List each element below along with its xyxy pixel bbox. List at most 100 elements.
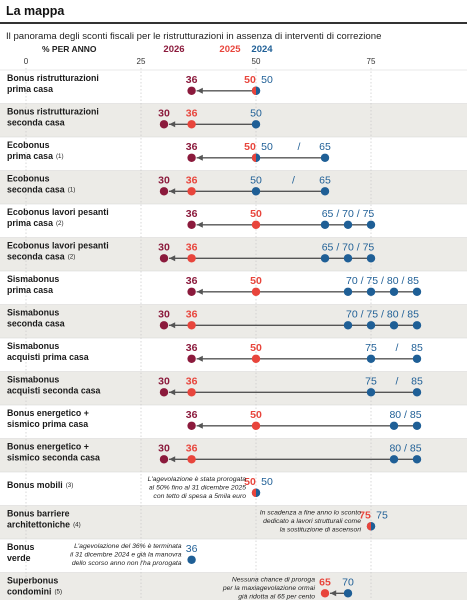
data-label-2024: 50 [261,74,273,86]
dot-2024 [343,589,353,598]
data-label-2024: 65 [319,141,331,153]
dot-2024 [366,254,376,263]
dot-2024 [412,354,422,363]
data-label-2026: 30 [158,174,170,186]
dot-2024-half [256,488,261,497]
row-label: Bonus energetico + [7,408,89,418]
axis-label: % PER ANNO [42,44,97,54]
data-label-2024: 50 [261,476,273,488]
legend-entry: 2025 [219,44,241,55]
row-label: acquisti seconda casa [7,386,100,396]
dot-2026 [187,287,196,296]
data-label-2026: 30 [158,442,170,454]
data-label-2025: 50 [244,476,256,488]
row-annotation: L'agevolazione è stata prorogata [148,476,247,483]
data-label-2025: 36 [186,375,198,387]
data-label-2024: 85 [411,375,423,387]
dot-2024 [412,321,422,330]
row-label: Sismabonus [7,375,59,385]
data-label-2026: 30 [158,308,170,320]
dot-2025 [187,455,196,464]
dot-2024 [389,321,399,330]
data-label-2024: 50 [250,174,262,186]
dot-2024 [412,421,422,430]
arrow-head [169,389,176,396]
row-label: seconda casa [7,319,65,329]
data-label-2025: 50 [244,74,256,86]
row-annotation: L'agevolazione del 36% è terminata [74,543,182,550]
data-label-2025: 36 [186,442,198,454]
data-label-separator: / [396,342,399,354]
row-label: sismico seconda casa [7,453,100,463]
row-label: Bonus [7,542,34,552]
dot-2024 [366,287,376,296]
data-label-2024: 65 / 70 / 75 [322,208,375,220]
data-label-2024: 80 / 85 [389,442,421,454]
row-annotation: per la maxiagevolazione ormai [222,585,316,592]
arrow-head [196,288,203,295]
arrow-head [330,590,337,597]
arrow-head [196,422,203,429]
data-label-2026: 30 [158,375,170,387]
row-label: Sismabonus [7,274,59,284]
row-label: prima casa [7,84,53,94]
data-label-2025: 75 [359,509,371,521]
data-label-2024: 70 / 75 / 80 / 85 [346,275,419,287]
dot-2026 [187,220,196,229]
row-band [0,170,467,204]
data-label-2024: 75 [376,509,388,521]
dot-2025 [187,388,196,397]
dot-2025-half [251,488,256,497]
tick-label: 50 [252,57,261,66]
dot-2024-half [256,153,261,162]
data-label-2024: 70 / 75 / 80 / 85 [346,308,419,320]
data-label-2025: 36 [186,308,198,320]
row-annotation: la sostituzione di ascensori [280,527,362,534]
data-label-2025: 50 [250,342,262,354]
legend-entry: 2024 [251,44,273,55]
data-label-2026: 36 [186,275,198,287]
dot-2026 [187,421,196,430]
dot-2026 [187,153,196,162]
dot-2024 [320,254,330,263]
row-label: verde [7,553,31,563]
row-label: Bonus barriere [7,509,70,519]
row-label: seconda casa [7,118,65,128]
row-annotation: già ridotta al 65 per cento [238,594,315,600]
row-annotation: Nessuna chance di proroga [232,577,315,584]
dot-2025 [187,254,196,263]
dot-2026 [159,388,169,397]
dot-2025 [251,354,261,363]
row-label: Bonus ristrutturazioni [7,73,99,83]
dot-2024 [389,421,399,430]
legend-entry: 2026 [163,44,184,55]
dot-2024 [366,354,376,363]
dot-2025-half [251,86,256,95]
arrow-head [169,322,176,329]
row-label: Bonus ristrutturazioni [7,107,99,117]
dot-2024 [389,455,399,464]
data-label-2024: 65 / 70 / 75 [322,241,375,253]
row-band [0,237,467,271]
dot-2026 [159,120,169,129]
dot-2024 [366,220,376,229]
dot-2024-half [371,522,376,531]
tick-label: 75 [367,57,376,66]
dot-2025 [187,120,196,129]
data-label-2026: 36 [186,208,198,220]
data-label-2024: 50 [250,107,262,119]
dot-2024 [412,455,422,464]
row-label: prima casa (1) [7,151,64,161]
dot-2026 [187,86,196,95]
data-label-2024: 36 [186,543,198,555]
data-label-separator: / [292,174,295,186]
row-annotation: dello scorso anno non l'ha prorogata [72,560,182,567]
row-label: architettoniche (4) [7,520,81,530]
row-label: Ecobonus lavori pesanti [7,241,109,251]
row-band [0,103,467,137]
dot-2024 [187,555,196,564]
dot-2024 [251,120,261,129]
row-label: Superbonus [7,576,58,586]
data-label-2026: 36 [186,409,198,421]
dot-2025 [320,589,330,598]
